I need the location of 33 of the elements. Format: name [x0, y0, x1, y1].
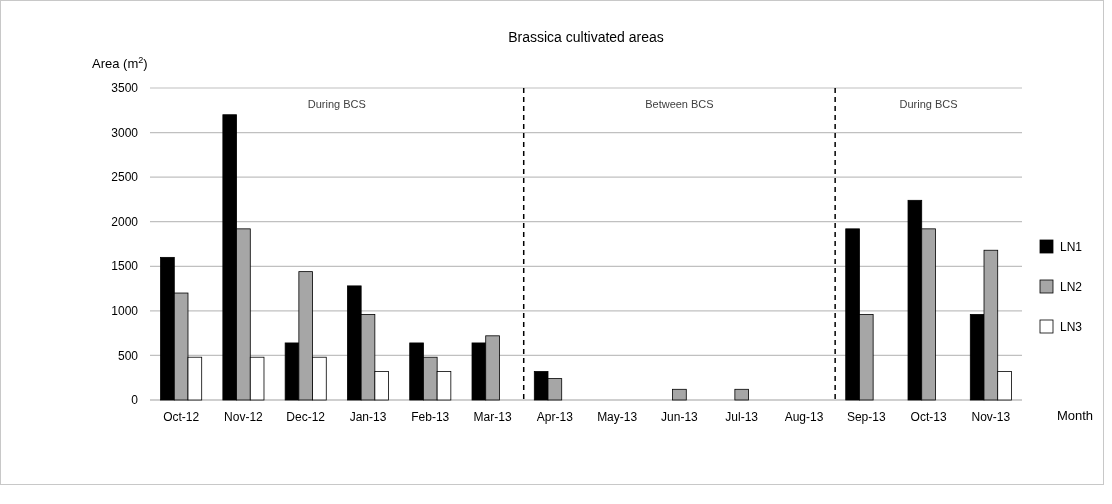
x-axis-title: Month [1056, 408, 1094, 423]
annotation: During BCS [307, 98, 366, 110]
x-tick-label: Nov-12 [224, 410, 264, 424]
y-tick-label: 3000 [111, 125, 139, 140]
y-tick-label: 1500 [111, 259, 139, 274]
y-tick-label: 500 [117, 348, 139, 363]
annotation: During BCS [899, 98, 958, 110]
x-tick-label: Sep-13 [846, 410, 886, 424]
y-tick-label: 3500 [111, 81, 139, 96]
x-tick-label: Oct-13 [910, 410, 947, 424]
x-tick-label: Mar-13 [473, 410, 512, 424]
x-tick-label: Jan-13 [349, 410, 387, 424]
legend-label: LN1 [1060, 240, 1083, 255]
y-tick-label: 1000 [111, 304, 139, 319]
legend-label: LN2 [1060, 280, 1083, 295]
x-tick-label: Oct-12 [163, 410, 200, 424]
x-tick-label: May-13 [597, 410, 638, 424]
x-tick-label: Dec-12 [286, 410, 326, 424]
x-tick-label: Jun-13 [661, 410, 699, 424]
y-axis-title: Area (m$^{2}$) [92, 55, 148, 71]
x-tick-label: Aug-13 [784, 410, 824, 424]
y-tick-label: 0 [131, 393, 139, 408]
x-tick-label: Jul-13 [725, 410, 759, 424]
legend-label: LN3 [1060, 320, 1083, 335]
y-tick-label: 2000 [111, 214, 139, 229]
annotation: Between BCS [645, 98, 714, 110]
bar [734, 388, 749, 401]
chart-title: Brassica cultivated areas [508, 29, 664, 45]
bar [672, 388, 687, 401]
x-tick-label: Apr-13 [536, 410, 574, 424]
x-tick-label: Nov-13 [971, 410, 1011, 424]
x-tick-label: Feb-13 [411, 410, 450, 424]
y-tick-label: 2500 [111, 170, 139, 185]
